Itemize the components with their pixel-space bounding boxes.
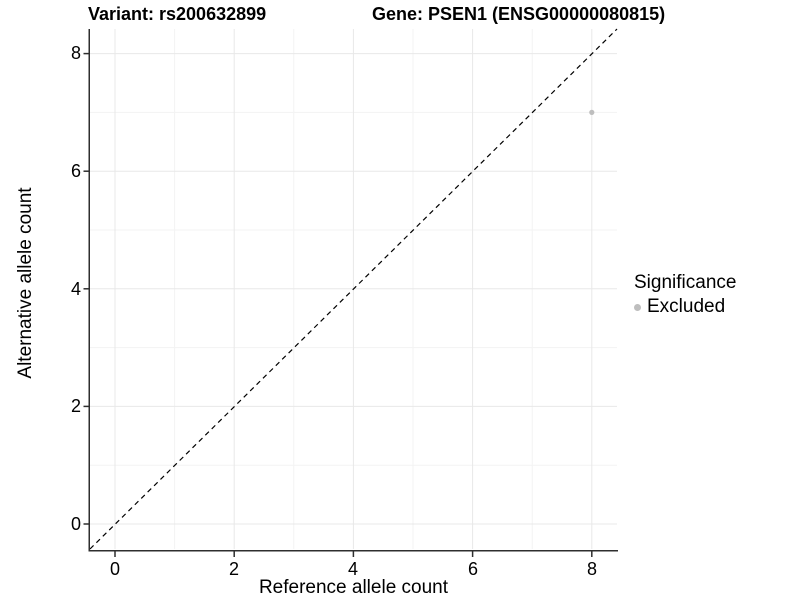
x-axis-label: Reference allele count: [258, 577, 449, 598]
x-tick-label-6: 6: [467, 559, 478, 579]
x-tick-label-8: 8: [586, 559, 597, 579]
y-tick-label-0: 0: [70, 514, 81, 534]
y-axis-ticks: [83, 52, 89, 525]
y-tick-label-2: 2: [70, 396, 81, 416]
x-tick-label-4: 4: [347, 559, 358, 579]
data-points-layer: [589, 109, 595, 115]
excluded-point-swatch-icon: [634, 303, 641, 311]
legend: Significance Excluded: [634, 272, 736, 318]
y-tick-label-8: 8: [70, 43, 81, 63]
gene-title: Gene: PSEN1 (ENSG00000080815): [372, 4, 666, 24]
data-point: [589, 109, 595, 115]
y-axis-label: Alternative allele count: [15, 187, 36, 379]
variant-title: Variant: rs200632899: [88, 4, 267, 24]
y-tick-label-6: 6: [70, 161, 81, 181]
legend-entry-label: Excluded: [647, 296, 726, 317]
y-tick-label-4: 4: [70, 279, 81, 299]
x-tick-label-2: 2: [228, 559, 239, 579]
axis-lines: [88, 29, 618, 552]
x-tick-label-0: 0: [109, 559, 120, 579]
legend-title: Significance: [634, 272, 737, 293]
identity-line: [89, 28, 618, 550]
x-axis-ticks: [114, 551, 593, 557]
legend-entry-excluded: Excluded: [634, 296, 736, 318]
